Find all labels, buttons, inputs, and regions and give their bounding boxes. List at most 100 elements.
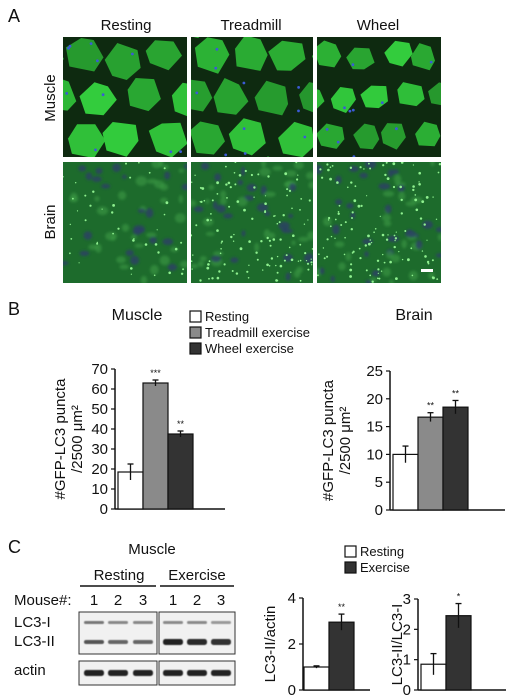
lc3-punctum: [69, 223, 72, 226]
muscle-fiber: [191, 121, 225, 155]
bar: [167, 433, 194, 510]
lc3-punctum: [392, 162, 396, 166]
nucleus-dot: [242, 127, 246, 130]
lc3-punctum: [364, 244, 367, 247]
brain-cell: [167, 263, 177, 271]
brain-cell: [205, 231, 215, 236]
brain-cell: [381, 214, 391, 222]
lc3-punctum: [401, 258, 404, 261]
lc3-punctum: [203, 199, 206, 202]
brain-cell: [193, 206, 204, 213]
lc3-punctum: [400, 212, 403, 215]
lc3-punctum: [111, 211, 114, 214]
lc3-punctum: [357, 204, 361, 208]
band: [211, 670, 231, 676]
lc3-punctum: [378, 277, 381, 280]
muscle-fiber: [79, 82, 117, 116]
brain-cell: [346, 203, 354, 209]
lane-number: 2: [193, 592, 201, 609]
lc3-punctum: [299, 259, 302, 262]
lc3-punctum: [286, 194, 288, 197]
row-label-brain: Brain: [42, 204, 59, 239]
lc3-punctum: [144, 243, 148, 246]
significance-mark: **: [452, 388, 460, 398]
brain-cell: [430, 162, 435, 167]
nucleus-dot: [380, 101, 384, 105]
lc3-punctum: [308, 199, 311, 202]
brain-cell: [85, 172, 93, 181]
brain-cell: [101, 183, 111, 189]
lc3-punctum: [334, 237, 336, 239]
blot-lc3-resting: [78, 611, 158, 655]
muscle-fiber: [63, 79, 77, 111]
brain-cell: [291, 240, 296, 246]
muscle-fiber: [194, 37, 230, 74]
lc3-punctum: [436, 278, 439, 280]
brain-cell: [332, 224, 340, 235]
muscle-fiber: [384, 40, 413, 67]
lc3-punctum: [431, 259, 434, 262]
lc3-punctum: [225, 165, 227, 168]
brain-cell: [364, 162, 377, 169]
lc3-punctum: [296, 178, 299, 181]
brain-cell: [135, 176, 147, 186]
lc3-punctum: [382, 253, 384, 256]
bar: [442, 406, 469, 511]
micrograph-brain: [317, 162, 441, 283]
chart-muscle-puncta: 0 10 20 30 40 50 60 70 #GFP-LC3 puncta/2500 μm² M…: [52, 307, 310, 518]
lc3-punctum: [233, 172, 236, 174]
lc3-punctum: [101, 208, 103, 210]
muscle-fiber: [381, 123, 406, 150]
brain-cell: [118, 191, 127, 200]
nucleus-dot: [224, 153, 228, 157]
bar: [303, 666, 330, 691]
blot-bands: [84, 621, 231, 676]
lc3-punctum: [304, 252, 307, 255]
lc3-punctum: [318, 253, 320, 255]
nucleus-dot: [96, 59, 99, 63]
muscle-fiber: [228, 118, 266, 156]
nucleus-dot: [303, 135, 307, 139]
lc3-punctum: [421, 200, 425, 204]
lane-number: 1: [90, 592, 98, 609]
y-axis-label: LC3-II/LC3-I: [389, 604, 406, 686]
band: [84, 621, 104, 624]
lc3-punctum: [194, 174, 196, 176]
lc3-punctum: [276, 271, 279, 274]
brain-cell: [285, 170, 297, 177]
nucleus-dot: [179, 150, 183, 154]
lc3-punctum: [138, 162, 140, 164]
lc3-punctum: [234, 162, 237, 163]
nucleus-dot: [352, 155, 356, 157]
band: [133, 621, 153, 624]
muscle-fiber: [171, 82, 187, 117]
brain-cell: [105, 231, 117, 241]
lc3-punctum: [384, 173, 387, 177]
lc3-punctum: [257, 173, 260, 176]
y-tick-label: 60: [91, 381, 108, 398]
brain-cell: [254, 242, 260, 253]
lc3-punctum: [84, 219, 87, 222]
brain-cell: [386, 250, 394, 259]
muscle-fiber: [278, 121, 313, 157]
brain-cell: [246, 183, 257, 192]
brain-cell: [159, 255, 170, 266]
nucleus-dot: [67, 46, 70, 50]
brain-cell: [112, 163, 121, 172]
brain-cell: [401, 239, 407, 249]
muscle-fiber: [213, 78, 249, 115]
lc3-punctum: [336, 181, 339, 184]
muscle-fiber: [299, 82, 313, 113]
muscle-fiber: [47, 1, 80, 35]
brain-cell: [268, 232, 276, 239]
muscle-fiber: [428, 82, 441, 106]
brain-cell: [390, 254, 400, 263]
lc3-punctum: [291, 207, 293, 210]
lc3-punctum: [264, 211, 267, 214]
significance-mark: **: [338, 602, 346, 612]
y-tick-label: 30: [91, 441, 108, 458]
brain-cell: [78, 165, 87, 172]
lc3-punctum: [306, 262, 310, 265]
lc3-punctum: [276, 222, 279, 225]
muscle-fiber: [317, 89, 325, 109]
